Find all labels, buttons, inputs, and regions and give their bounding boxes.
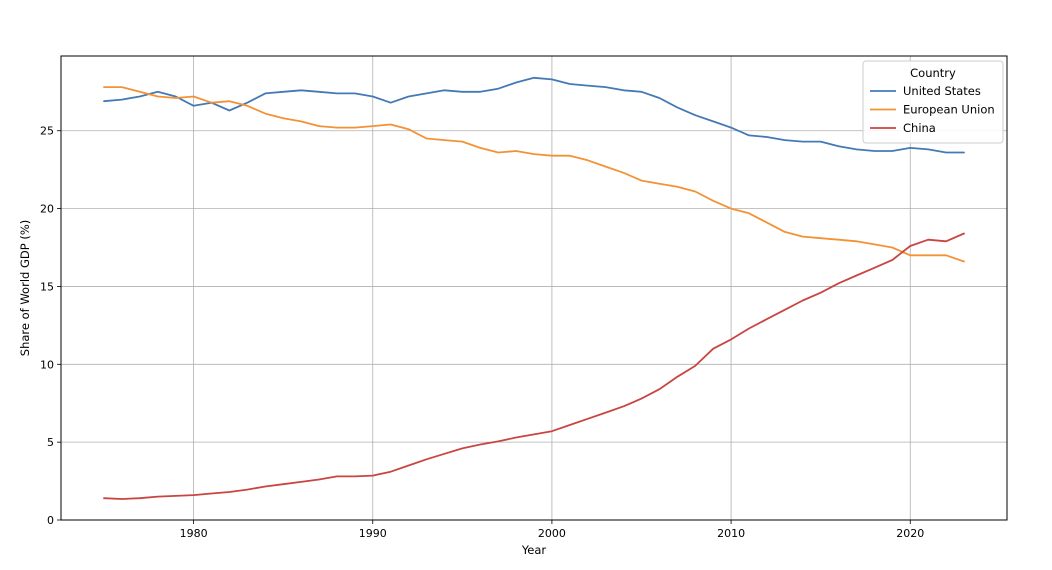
y-axis-label: Share of World GDP (%) [18, 220, 32, 356]
legend: Country United States European Union China [862, 60, 1004, 144]
series-line-china [103, 232, 965, 500]
x-tick-label: 2010 [717, 527, 745, 540]
x-tick-label: 1990 [359, 527, 387, 540]
legend-label: China [903, 121, 936, 135]
plot-frame [60, 55, 1008, 521]
series-line-european-union [103, 86, 965, 263]
x-tick-label: 2000 [538, 527, 566, 540]
x-tick-label: 1980 [180, 527, 208, 540]
x-tick-label: 2020 [896, 527, 924, 540]
y-tick-label: 25 [40, 125, 54, 138]
legend-label: United States [903, 84, 981, 98]
y-tick-label: 5 [47, 436, 54, 449]
legend-label: European Union [903, 103, 995, 117]
y-tick-label: 15 [40, 280, 54, 293]
x-axis-label: Year [521, 543, 547, 557]
legend-title: Country [910, 66, 956, 80]
legend-items: United States European Union China [870, 84, 995, 135]
legend-box [862, 60, 1004, 144]
y-tick-label: 10 [40, 358, 54, 371]
y-tick-label: 0 [47, 514, 54, 527]
axis-ticks: 1980 1990 2000 2010 2020 0 5 10 15 20 25 [40, 125, 924, 540]
series-line-united-states [103, 76, 965, 154]
y-tick-label: 20 [40, 203, 54, 216]
series-lines [103, 76, 965, 500]
